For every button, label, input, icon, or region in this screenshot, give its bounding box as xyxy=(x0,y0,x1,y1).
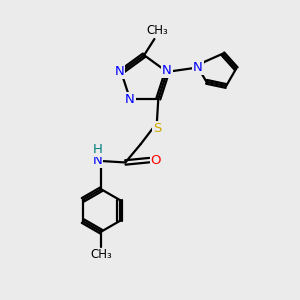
Text: O: O xyxy=(151,154,161,166)
Text: CH₃: CH₃ xyxy=(146,24,168,37)
Text: N: N xyxy=(125,93,135,106)
Text: S: S xyxy=(153,122,161,135)
Text: N: N xyxy=(115,65,124,78)
Text: N: N xyxy=(193,61,203,74)
Text: N: N xyxy=(162,64,172,77)
Text: N: N xyxy=(93,154,103,166)
Text: H: H xyxy=(93,143,103,156)
Text: CH₃: CH₃ xyxy=(90,248,112,261)
